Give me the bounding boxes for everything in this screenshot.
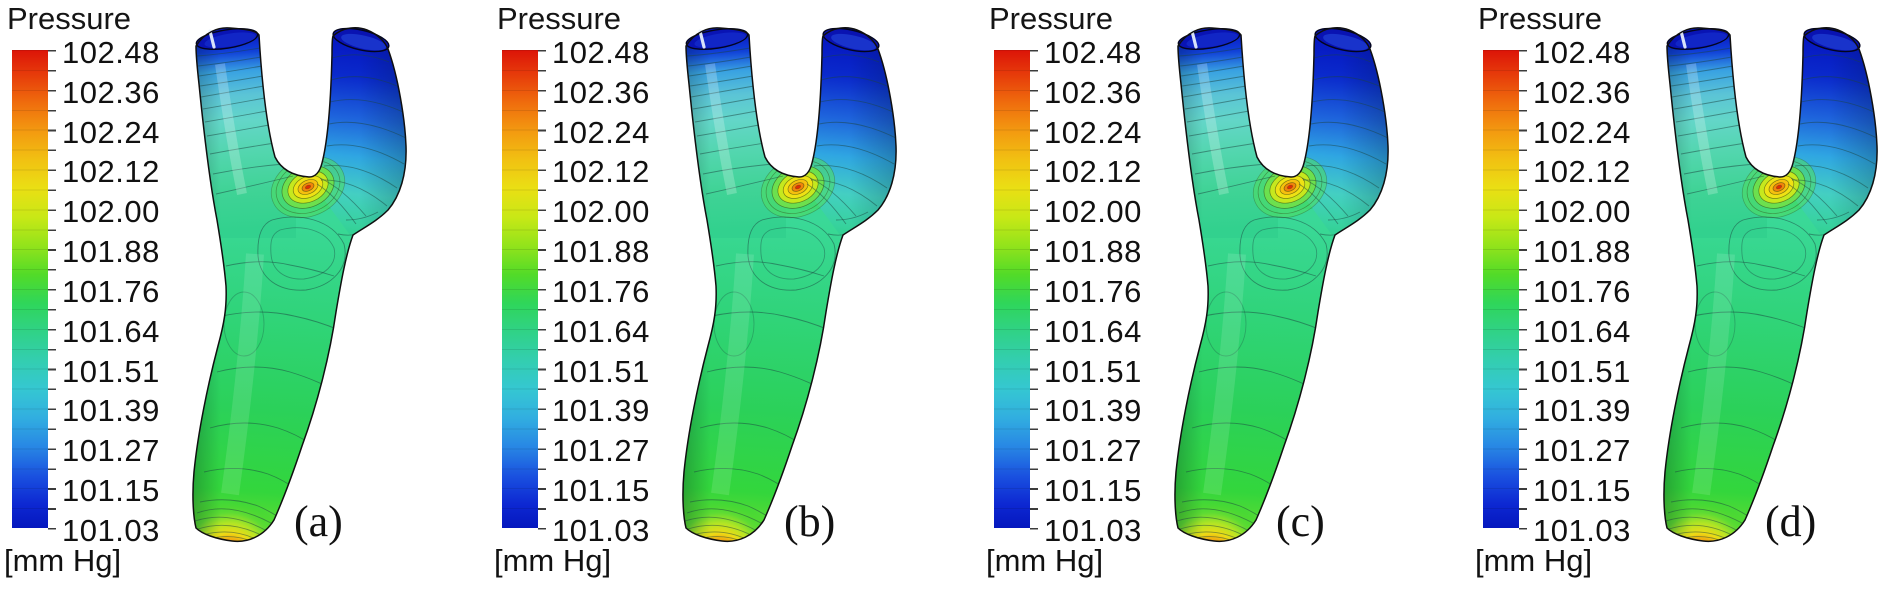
colorbar-tick-label: 102.36 bbox=[1044, 74, 1142, 110]
colorbar-tick-label: 102.24 bbox=[62, 114, 160, 150]
colorbar-tick-label: 101.03 bbox=[1044, 512, 1142, 548]
colorbar-tick-label: 102.00 bbox=[62, 194, 160, 230]
colorbar-tick-label: 102.36 bbox=[1533, 74, 1631, 110]
legend-title: Pressure bbox=[497, 1, 622, 36]
legend-unit: [mm Hg] bbox=[986, 543, 1104, 578]
colorbar-tick-label: 101.39 bbox=[1044, 393, 1142, 429]
colorbar-tick-labels: 102.48 102.36 102.24 102.12 102.00 101.88 101.… bbox=[552, 36, 650, 548]
colorbar-ticks bbox=[1030, 50, 1038, 530]
colorbar-tick-label: 101.27 bbox=[1533, 433, 1631, 469]
colorbar-gradient bbox=[994, 50, 1030, 528]
colorbar-ticks bbox=[48, 50, 56, 530]
colorbar-tick-label: 101.39 bbox=[1533, 393, 1631, 429]
colorbar-gradient bbox=[1483, 50, 1519, 528]
legend-unit: [mm Hg] bbox=[1475, 543, 1593, 578]
colorbar-tick-label: 102.48 bbox=[1533, 35, 1631, 70]
carotid-vessel-contour bbox=[650, 24, 910, 544]
carotid-vessel-contour bbox=[1631, 24, 1888, 544]
colorbar-tick-label: 102.12 bbox=[552, 154, 650, 190]
legend-unit: [mm Hg] bbox=[494, 543, 612, 578]
colorbar-tick-label: 101.51 bbox=[62, 353, 160, 389]
colorbar-tick-label: 102.48 bbox=[1044, 35, 1142, 70]
colorbar-tick-label: 101.27 bbox=[62, 433, 160, 469]
colorbar-tick-label: 102.36 bbox=[62, 74, 160, 110]
colorbar-tick-label: 102.12 bbox=[62, 154, 160, 190]
colorbar-tick-label: 101.88 bbox=[1533, 234, 1631, 270]
legend-unit: [mm Hg] bbox=[4, 543, 122, 578]
carotid-vessel-contour bbox=[1142, 24, 1402, 544]
panel-label-d: (d) bbox=[1765, 497, 1817, 546]
colorbar-tick-label: 101.39 bbox=[62, 393, 160, 429]
colorbar-tick-label: 101.76 bbox=[1533, 273, 1631, 309]
panel-label-c: (c) bbox=[1276, 497, 1325, 546]
colorbar-tick-label: 101.39 bbox=[552, 393, 650, 429]
colorbar-tick-label: 102.24 bbox=[1533, 114, 1631, 150]
colorbar-tick-label: 101.15 bbox=[1044, 473, 1142, 509]
legend-title: Pressure bbox=[989, 1, 1114, 36]
colorbar-tick-label: 101.64 bbox=[62, 313, 160, 349]
legend-title: Pressure bbox=[7, 1, 132, 36]
colorbar-tick-label: 102.48 bbox=[552, 35, 650, 70]
colorbar-tick-label: 101.51 bbox=[552, 353, 650, 389]
colorbar-tick-label: 101.88 bbox=[1044, 234, 1142, 270]
colorbar-tick-label: 101.27 bbox=[552, 433, 650, 469]
colorbar-tick-label: 101.64 bbox=[1533, 313, 1631, 349]
colorbar-tick-label: 102.48 bbox=[62, 35, 160, 70]
panel-b: Pressure 102.48 102.36 102.24 102.12 102.00 1… bbox=[490, 0, 962, 603]
carotid-vessel-contour bbox=[160, 24, 420, 544]
colorbar-tick-labels: 102.48 102.36 102.24 102.12 102.00 101.88 101.… bbox=[1533, 36, 1631, 548]
colorbar-tick-label: 101.88 bbox=[62, 234, 160, 270]
colorbar-tick-label: 101.76 bbox=[552, 273, 650, 309]
colorbar-tick-label: 101.76 bbox=[62, 273, 160, 309]
colorbar-tick-label: 102.00 bbox=[1533, 194, 1631, 230]
colorbar-tick-label: 101.15 bbox=[552, 473, 650, 509]
colorbar-ticks bbox=[1519, 50, 1527, 530]
colorbar-tick-label: 101.27 bbox=[1044, 433, 1142, 469]
colorbar-tick-label: 101.03 bbox=[552, 512, 650, 548]
colorbar-tick-label: 101.76 bbox=[1044, 273, 1142, 309]
colorbar-tick-label: 102.36 bbox=[552, 74, 650, 110]
colorbar-tick-label: 102.24 bbox=[552, 114, 650, 150]
colorbar-tick-label: 102.00 bbox=[1044, 194, 1142, 230]
colorbar-ticks bbox=[538, 50, 546, 530]
panel-label-b: (b) bbox=[784, 497, 836, 546]
panel-d: Pressure 102.48 102.36 102.24 102.12 102.00 1… bbox=[1471, 0, 1888, 603]
colorbar-tick-label: 101.64 bbox=[552, 313, 650, 349]
colorbar-tick-labels: 102.48 102.36 102.24 102.12 102.00 101.88 101.… bbox=[1044, 36, 1142, 548]
colorbar-tick-label: 101.15 bbox=[1533, 473, 1631, 509]
panel-a: Pressure 102.48 102.36 102.24 102.12 102.00 1… bbox=[0, 0, 472, 603]
colorbar-tick-label: 101.15 bbox=[62, 473, 160, 509]
colorbar-tick-labels: 102.48 102.36 102.24 102.12 102.00 101.88 101.… bbox=[62, 36, 160, 548]
colorbar-tick-label: 101.88 bbox=[552, 234, 650, 270]
colorbar-tick-label: 101.03 bbox=[1533, 512, 1631, 548]
legend-title: Pressure bbox=[1478, 1, 1603, 36]
panel-c: Pressure 102.48 102.36 102.24 102.12 102.00 1… bbox=[982, 0, 1454, 603]
colorbar-tick-label: 102.12 bbox=[1533, 154, 1631, 190]
colorbar-tick-label: 101.51 bbox=[1533, 353, 1631, 389]
colorbar-tick-label: 102.00 bbox=[552, 194, 650, 230]
panel-label-a: (a) bbox=[294, 497, 343, 546]
colorbar-tick-label: 102.24 bbox=[1044, 114, 1142, 150]
colorbar-tick-label: 101.64 bbox=[1044, 313, 1142, 349]
colorbar-tick-label: 102.12 bbox=[1044, 154, 1142, 190]
colorbar-gradient bbox=[12, 50, 48, 528]
colorbar-tick-label: 101.03 bbox=[62, 512, 160, 548]
colorbar-tick-label: 101.51 bbox=[1044, 353, 1142, 389]
colorbar-gradient bbox=[502, 50, 538, 528]
